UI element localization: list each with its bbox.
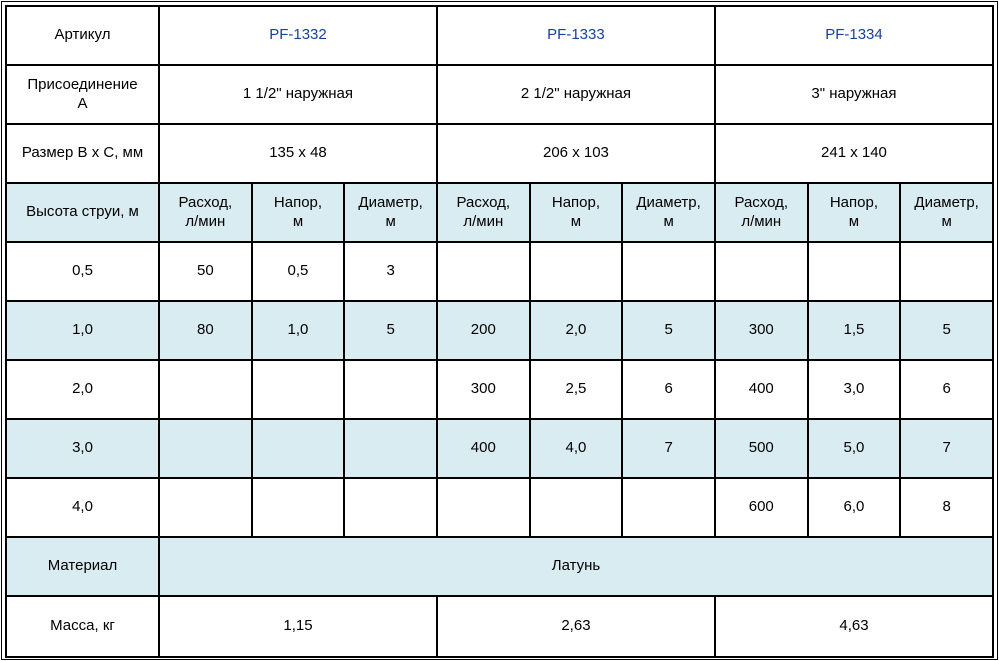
connection-value-cell: 2 1/2" наружная <box>435 64 716 125</box>
diameter-header-cell: Диаметр, м <box>343 182 438 243</box>
row-article: Артикул PF-1332 PF-1333 PF-1334 <box>5 5 995 66</box>
data-cell: 2,0 <box>528 300 624 361</box>
diameter-header-cell: Диаметр, м <box>899 182 994 243</box>
data-cell: 400 <box>435 418 531 479</box>
spec-table: Артикул PF-1332 PF-1333 PF-1334 Присоеди… <box>5 5 995 658</box>
jet-height-cell: 4,0 <box>5 477 160 538</box>
data-cell: 6 <box>899 359 994 420</box>
data-cell: 3 <box>343 241 438 302</box>
mass-label-cell: Масса, кг <box>5 595 160 658</box>
data-cell: 500 <box>713 418 809 479</box>
data-cell <box>528 477 624 538</box>
data-row-3.0: 3,0 400 4,0 7 500 5,0 7 <box>5 418 994 479</box>
data-cell <box>250 477 346 538</box>
data-cell: 4,0 <box>528 418 624 479</box>
jet-height-cell: 3,0 <box>5 418 160 479</box>
row-size: Размер B x C, мм 135 x 48 206 x 103 241 … <box>5 123 995 184</box>
data-row-0.5: 0,5 50 0,5 3 <box>5 241 994 302</box>
jet-height-cell: 1,0 <box>5 300 160 361</box>
data-cell: 6 <box>621 359 716 420</box>
material-label-cell: Материал <box>5 536 160 597</box>
data-row-4.0: 4,0 600 6,0 8 <box>5 477 994 538</box>
data-cell <box>435 477 531 538</box>
data-cell <box>158 418 253 479</box>
data-cell: 3,0 <box>806 359 902 420</box>
data-cell <box>899 241 994 302</box>
row-connection: Присоединение А 1 1/2" наружная 2 1/2" н… <box>5 64 995 125</box>
article-value-pf1334: PF-1334 <box>713 5 995 66</box>
data-cell: 50 <box>158 241 253 302</box>
data-cell: 1,5 <box>806 300 902 361</box>
jet-height-cell: 2,0 <box>5 359 160 420</box>
flow-header-cell: Расход, л/мин <box>158 182 253 243</box>
connection-value-cell: 1 1/2" наружная <box>158 64 438 125</box>
data-cell: 0,5 <box>250 241 346 302</box>
row-subheader: Высота струи, м Расход, л/мин Напор, м Д… <box>5 182 994 243</box>
connection-label-cell: Присоединение А <box>5 64 160 125</box>
connection-value-cell: 3" наружная <box>713 64 995 125</box>
article-value-pf1332: PF-1332 <box>158 5 438 66</box>
data-cell <box>343 359 438 420</box>
article-value-pf1333: PF-1333 <box>435 5 716 66</box>
data-cell <box>250 418 346 479</box>
data-row-2.0: 2,0 300 2,5 6 400 3,0 6 <box>5 359 994 420</box>
data-cell <box>806 241 902 302</box>
data-cell: 6,0 <box>806 477 902 538</box>
size-value-cell: 135 x 48 <box>158 123 438 184</box>
data-cell: 7 <box>899 418 994 479</box>
data-cell: 7 <box>621 418 716 479</box>
size-value-cell: 206 x 103 <box>435 123 716 184</box>
data-cell <box>343 418 438 479</box>
data-cell <box>621 477 716 538</box>
data-cell: 5 <box>899 300 994 361</box>
jet-height-cell: 0,5 <box>5 241 160 302</box>
flow-header-cell: Расход, л/мин <box>435 182 531 243</box>
data-cell <box>713 241 809 302</box>
row-mass: Масса, кг 1,15 2,63 4,63 <box>5 595 995 658</box>
flow-header-cell: Расход, л/мин <box>713 182 809 243</box>
data-cell: 5,0 <box>806 418 902 479</box>
jet-height-label-cell: Высота струи, м <box>5 182 160 243</box>
data-cell: 300 <box>435 359 531 420</box>
head-header-cell: Напор, м <box>250 182 346 243</box>
data-cell: 8 <box>899 477 994 538</box>
mass-value-cell: 1,15 <box>158 595 438 658</box>
data-cell <box>250 359 346 420</box>
data-cell: 300 <box>713 300 809 361</box>
head-header-cell: Напор, м <box>528 182 624 243</box>
data-cell: 2,5 <box>528 359 624 420</box>
data-cell <box>435 241 531 302</box>
data-cell <box>528 241 624 302</box>
data-cell <box>621 241 716 302</box>
data-row-1.0: 1,0 80 1,0 5 200 2,0 5 300 1,5 5 <box>5 300 994 361</box>
size-label-cell: Размер B x C, мм <box>5 123 160 184</box>
material-value-cell: Латунь <box>158 536 994 597</box>
data-cell: 600 <box>713 477 809 538</box>
data-cell: 5 <box>343 300 438 361</box>
row-material: Материал Латунь <box>5 536 994 597</box>
data-cell: 200 <box>435 300 531 361</box>
data-cell <box>158 359 253 420</box>
data-cell: 400 <box>713 359 809 420</box>
article-label-cell: Артикул <box>5 5 160 66</box>
data-cell: 5 <box>621 300 716 361</box>
mass-value-cell: 4,63 <box>713 595 995 658</box>
mass-value-cell: 2,63 <box>435 595 716 658</box>
diameter-header-cell: Диаметр, м <box>621 182 716 243</box>
size-value-cell: 241 x 140 <box>713 123 995 184</box>
head-header-cell: Напор, м <box>806 182 902 243</box>
data-cell <box>343 477 438 538</box>
data-cell: 80 <box>158 300 253 361</box>
data-cell <box>158 477 253 538</box>
data-cell: 1,0 <box>250 300 346 361</box>
